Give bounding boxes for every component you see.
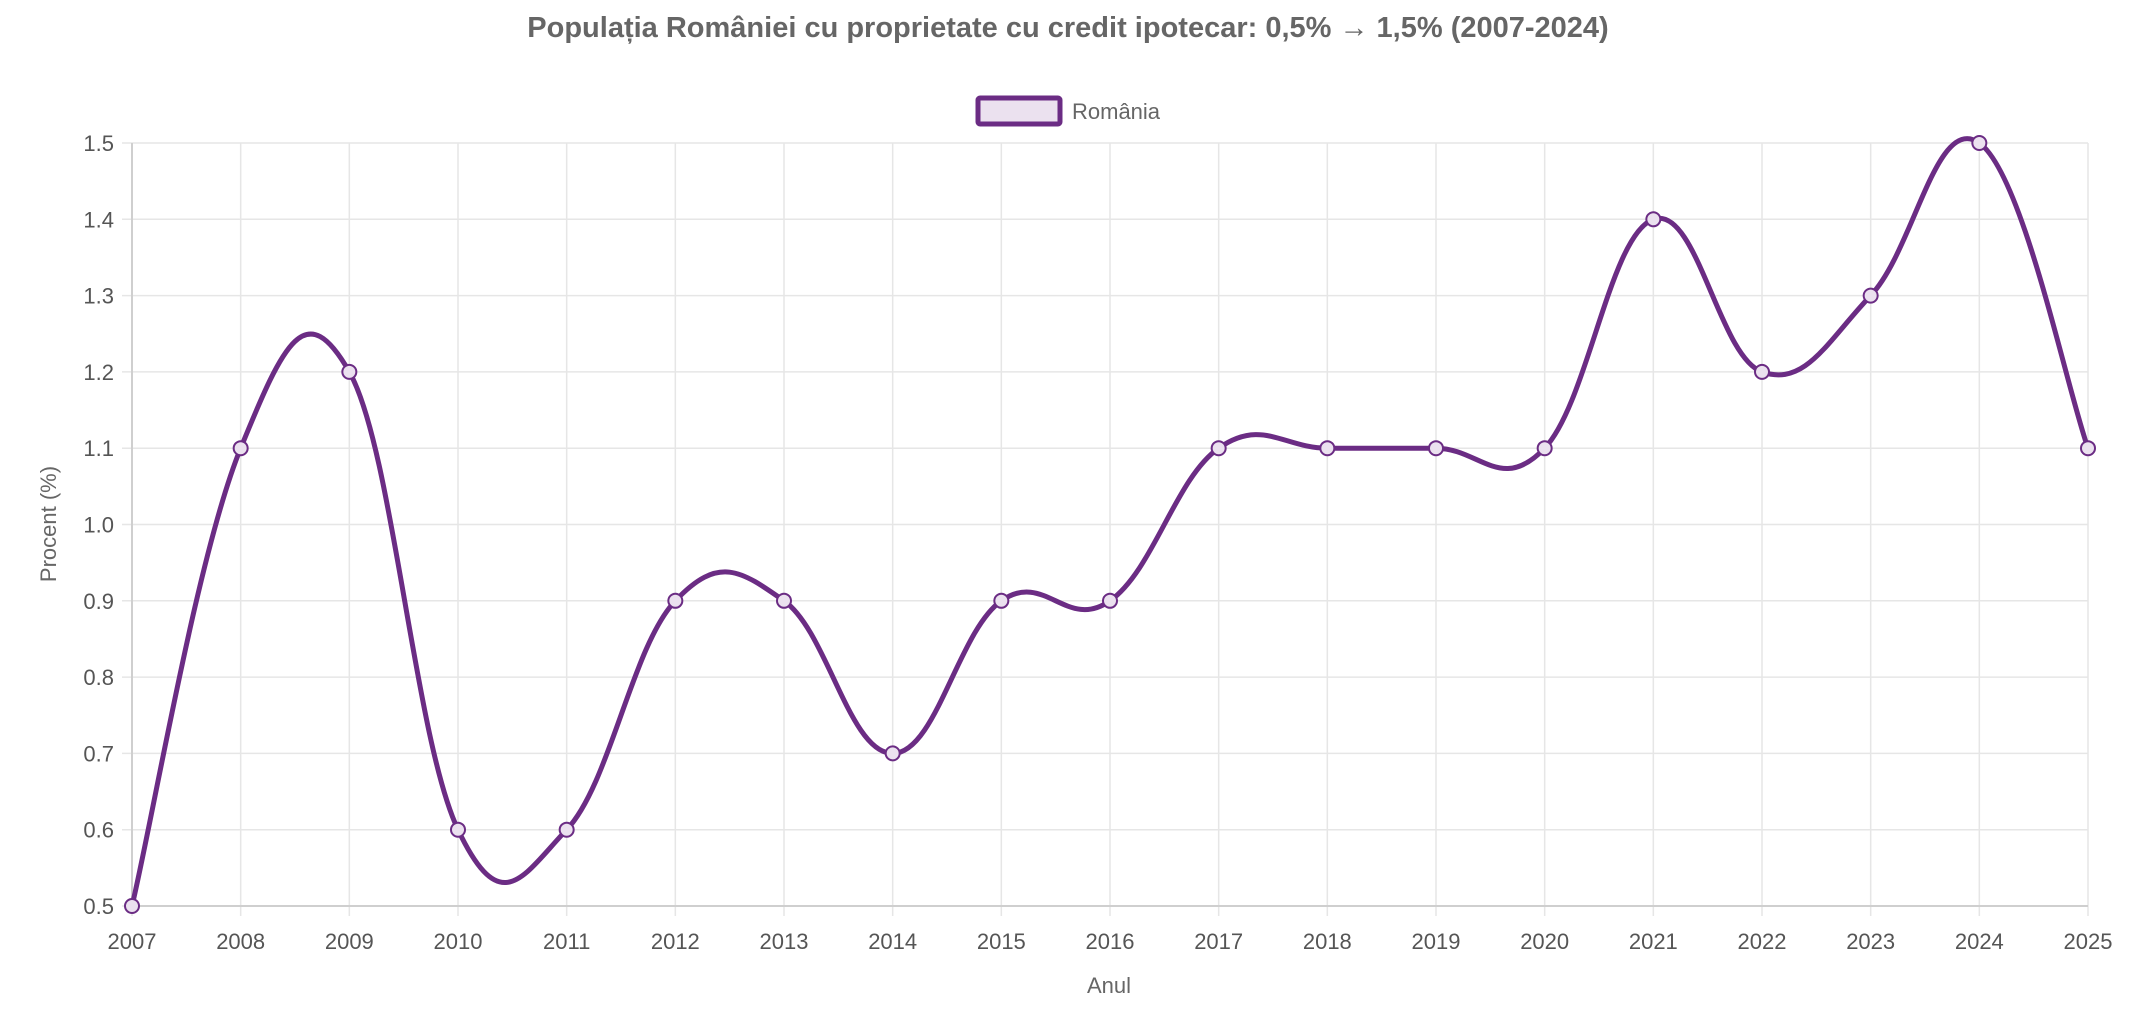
data-point-2024[interactable]: [1971, 135, 1988, 151]
data-point-2018[interactable]: [1319, 440, 1336, 457]
chart-title: Populația României cu proprietate cu cre…: [527, 12, 1608, 44]
x-tick-label: 2015: [977, 929, 1026, 954]
x-tick-label: 2009: [325, 929, 374, 954]
x-tick-label: 2013: [760, 929, 809, 954]
y-tick-label: 0.5: [83, 894, 114, 919]
y-tick-label: 1.3: [83, 284, 114, 309]
data-point-2009[interactable]: [341, 363, 358, 380]
data-point-2021[interactable]: [1645, 211, 1662, 228]
x-tick-label: 2008: [216, 929, 265, 954]
x-tick-label: 2011: [543, 929, 590, 954]
data-point-2011[interactable]: [558, 821, 575, 838]
y-tick-label: 1.5: [83, 131, 114, 156]
x-tick-label: 2012: [651, 929, 700, 954]
x-axis-title: Anul: [1087, 973, 1131, 998]
x-tick-label: 2017: [1194, 929, 1243, 954]
y-tick-label: 0.7: [83, 741, 114, 766]
data-point-2025[interactable]: [2080, 440, 2096, 457]
x-tick-label: 2025: [2064, 929, 2113, 954]
x-tick-label: 2021: [1629, 929, 1678, 954]
data-point-2017[interactable]: [1210, 440, 1227, 457]
x-tick-label: 2016: [1086, 929, 1135, 954]
legend-label[interactable]: România: [1072, 99, 1161, 124]
x-tick-label: 2022: [1738, 929, 1787, 954]
data-points: [124, 135, 2096, 914]
data-point-2020[interactable]: [1536, 440, 1553, 457]
data-point-2007[interactable]: [124, 898, 140, 914]
y-tick-label: 1.4: [83, 207, 114, 232]
x-tick-label: 2018: [1303, 929, 1352, 954]
x-axis-ticks: 2007 2008 2009 2010 2011 2012 2013 2014 2015 2016…: [108, 929, 2113, 954]
data-point-2016[interactable]: [1102, 592, 1118, 609]
x-tick-label: 2024: [1955, 929, 2004, 954]
y-tick-label: 1.0: [83, 513, 114, 538]
y-tick-label: 0.6: [83, 818, 114, 843]
data-point-2010[interactable]: [450, 821, 466, 838]
data-point-2008[interactable]: [232, 440, 249, 457]
data-point-2022[interactable]: [1754, 363, 1770, 380]
x-tick-label: 2007: [108, 929, 157, 954]
y-tick-label: 0.8: [83, 665, 114, 690]
data-point-2014[interactable]: [884, 745, 901, 762]
x-tick-label: 2010: [434, 929, 483, 954]
x-tick-label: 2019: [1412, 929, 1461, 954]
axes: [131, 143, 2088, 907]
data-point-2012[interactable]: [667, 592, 684, 609]
data-point-2013[interactable]: [776, 592, 792, 609]
grid: [122, 142, 2089, 916]
y-axis-title: Procent (%): [36, 466, 61, 582]
y-tick-label: 0.9: [83, 589, 114, 614]
y-tick-label: 1.1: [83, 436, 114, 461]
data-point-2023[interactable]: [1862, 287, 1879, 304]
data-point-2015[interactable]: [993, 592, 1010, 609]
x-tick-label: 2014: [868, 929, 917, 954]
y-axis-ticks: 0.5 0.6 0.7 0.8 0.9 1.0 1.1 1.2 1.3 1.4 1.5: [83, 131, 114, 919]
x-tick-label: 2023: [1846, 929, 1895, 954]
legend-swatch[interactable]: [975, 95, 1063, 127]
data-point-2019[interactable]: [1428, 440, 1444, 457]
y-tick-label: 1.2: [83, 360, 114, 385]
x-tick-label: 2020: [1520, 929, 1569, 954]
legend[interactable]: România: [975, 95, 1161, 127]
